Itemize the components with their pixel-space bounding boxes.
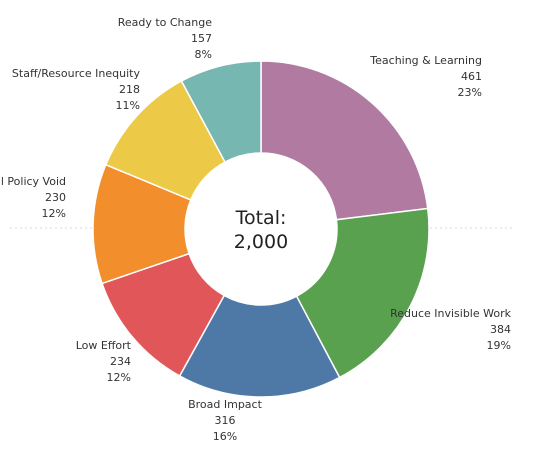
label-value: 157 <box>191 32 212 45</box>
total-title: Total: <box>235 207 287 229</box>
label-percent: 16% <box>213 430 237 443</box>
label-reduce-invisible-work: Reduce Invisible Work 384 19% <box>390 307 512 352</box>
slices-group <box>92 60 430 398</box>
label-name: Fill Policy Void <box>0 175 66 188</box>
label-value: 384 <box>490 323 511 336</box>
label-staff-resource-inequity: Staff/Resource Inequity 218 11% <box>12 67 141 112</box>
label-ready-to-change: Ready to Change 157 8% <box>118 16 213 61</box>
label-percent: 8% <box>195 48 212 61</box>
label-value: 218 <box>119 83 140 96</box>
label-name: Reduce Invisible Work <box>390 307 512 320</box>
label-value: 461 <box>461 70 482 83</box>
label-fill-policy-void: Fill Policy Void 230 12% <box>0 175 66 220</box>
label-name: Staff/Resource Inequity <box>12 67 141 80</box>
label-percent: 12% <box>42 207 66 220</box>
label-name: Ready to Change <box>118 16 213 29</box>
donut-hole <box>185 153 337 305</box>
label-percent: 23% <box>458 86 482 99</box>
label-name: Teaching & Learning <box>369 54 482 67</box>
label-percent: 11% <box>116 99 140 112</box>
label-value: 316 <box>215 414 236 427</box>
total-value: 2,000 <box>234 231 288 253</box>
label-name: Low Effort <box>76 339 132 352</box>
labels-group: Teaching & Learning 461 23% Reduce Invisibl… <box>0 16 512 443</box>
label-broad-impact: Broad Impact 316 16% <box>188 398 263 443</box>
label-percent: 19% <box>487 339 511 352</box>
label-teaching-learning: Teaching & Learning 461 23% <box>369 54 482 99</box>
label-percent: 12% <box>107 371 131 384</box>
label-name: Broad Impact <box>188 398 263 411</box>
label-low-effort: Low Effort 234 12% <box>76 339 132 384</box>
label-value: 234 <box>110 355 131 368</box>
label-value: 230 <box>45 191 66 204</box>
